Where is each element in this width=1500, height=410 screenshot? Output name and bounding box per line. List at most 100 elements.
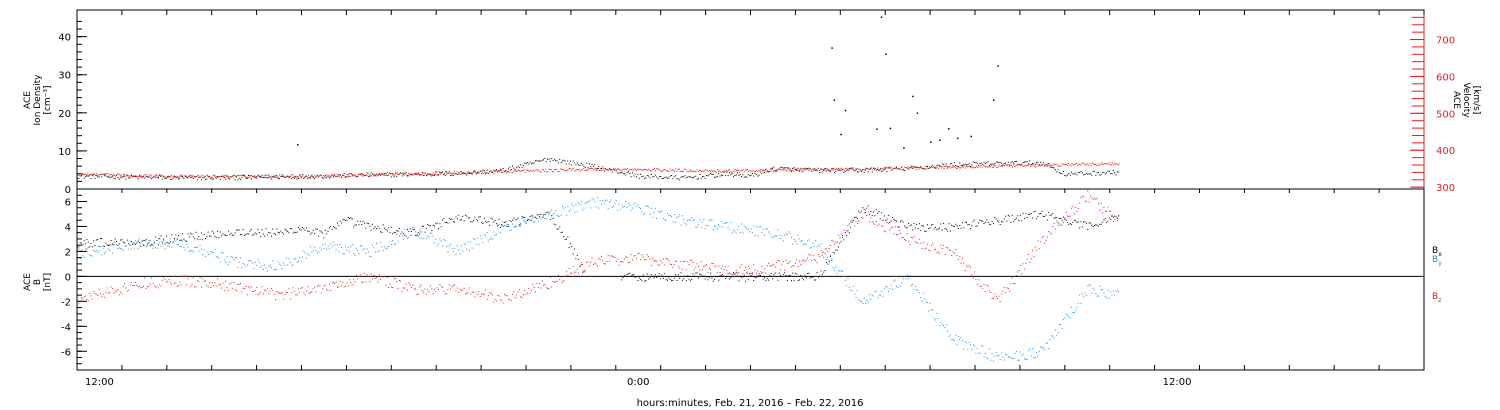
velocity-point xyxy=(455,173,457,175)
velocity-point xyxy=(538,169,540,171)
bz-point xyxy=(649,258,651,260)
bx-point xyxy=(371,223,373,225)
bx-point xyxy=(155,236,157,238)
bx-point xyxy=(917,228,919,230)
velocity-point xyxy=(92,175,94,177)
by-point xyxy=(675,221,677,223)
bz-point xyxy=(394,278,396,280)
by-point xyxy=(609,201,611,203)
bz-point xyxy=(169,282,171,284)
velocity-point xyxy=(1083,163,1085,165)
density-point xyxy=(596,167,598,169)
bx-point xyxy=(544,213,546,215)
by-point xyxy=(1091,292,1093,294)
bx-point xyxy=(1023,217,1025,219)
by-point xyxy=(553,212,555,214)
by-point xyxy=(374,251,376,253)
bz-point xyxy=(1052,225,1054,227)
velocity-point xyxy=(743,171,745,173)
bx-point xyxy=(578,258,580,260)
velocity-point xyxy=(213,174,215,176)
bx-point xyxy=(1007,214,1009,216)
bz-point xyxy=(1001,293,1003,295)
velocity-point xyxy=(261,174,263,176)
velocity-point xyxy=(408,172,410,174)
bx-point xyxy=(439,223,441,225)
velocity-point xyxy=(986,165,988,167)
bx-point xyxy=(487,221,489,223)
velocity-point xyxy=(216,176,218,178)
velocity-point xyxy=(247,177,249,179)
bx-point xyxy=(750,275,752,277)
velocity-point xyxy=(971,167,973,169)
density-point xyxy=(739,174,741,176)
bz-point xyxy=(940,244,942,246)
density-point xyxy=(1022,162,1024,164)
bz-point xyxy=(462,289,464,291)
velocity-point xyxy=(192,175,194,177)
density-point xyxy=(879,168,881,170)
bz-point xyxy=(722,265,724,267)
bz-point xyxy=(210,286,212,288)
bx-point xyxy=(692,273,694,275)
bx-point xyxy=(809,277,811,279)
by-point xyxy=(485,235,487,237)
by-point xyxy=(1076,307,1078,309)
velocity-point xyxy=(675,168,677,170)
bx-point xyxy=(246,233,248,235)
density-point xyxy=(599,169,601,171)
density-point xyxy=(107,176,109,178)
bz-point xyxy=(1098,203,1100,205)
density-point xyxy=(1111,173,1113,175)
velocity-point xyxy=(622,168,624,170)
bz-point xyxy=(86,298,88,300)
velocity-point xyxy=(558,171,560,173)
by-point xyxy=(529,220,531,222)
bz-point xyxy=(168,279,170,281)
density-point xyxy=(551,158,553,160)
by-point xyxy=(809,247,811,249)
bx-point xyxy=(425,227,427,229)
velocity-point xyxy=(475,172,477,174)
bx-point xyxy=(473,219,475,221)
bx-point xyxy=(792,272,794,274)
legend-by: By xyxy=(1432,255,1442,267)
by-point xyxy=(1114,295,1116,297)
bx-point xyxy=(540,213,542,215)
density-point xyxy=(765,168,767,170)
top-ytick-label: 40 xyxy=(58,33,71,44)
bz-point xyxy=(895,234,897,236)
density-point xyxy=(1013,162,1015,164)
by-point xyxy=(971,349,973,351)
by-point xyxy=(436,245,438,247)
by-point xyxy=(570,209,572,211)
density-point xyxy=(901,166,903,168)
velocity-point xyxy=(539,171,541,173)
by-point xyxy=(1046,342,1048,344)
bx-point xyxy=(389,232,391,234)
bz-point xyxy=(902,236,904,238)
by-point xyxy=(194,246,196,248)
by-point xyxy=(261,265,263,267)
bx-point xyxy=(753,280,755,282)
bz-point xyxy=(819,256,821,258)
bz-point xyxy=(366,274,368,276)
velocity-point xyxy=(842,168,844,170)
bz-point xyxy=(757,270,759,272)
by-point xyxy=(1053,337,1055,339)
density-point xyxy=(300,177,302,179)
bz-point xyxy=(105,292,107,294)
velocity-point xyxy=(264,174,266,176)
bx-point xyxy=(151,244,153,246)
bx-point xyxy=(106,244,108,246)
density-point xyxy=(498,169,500,171)
velocity-point xyxy=(616,168,618,170)
velocity-point xyxy=(959,167,961,169)
velocity-point xyxy=(1015,165,1017,167)
by-point xyxy=(148,240,150,242)
bx-point xyxy=(280,230,282,232)
density-point xyxy=(978,164,980,166)
velocity-point xyxy=(784,168,786,170)
bz-point xyxy=(918,238,920,240)
bx-point xyxy=(636,276,638,278)
